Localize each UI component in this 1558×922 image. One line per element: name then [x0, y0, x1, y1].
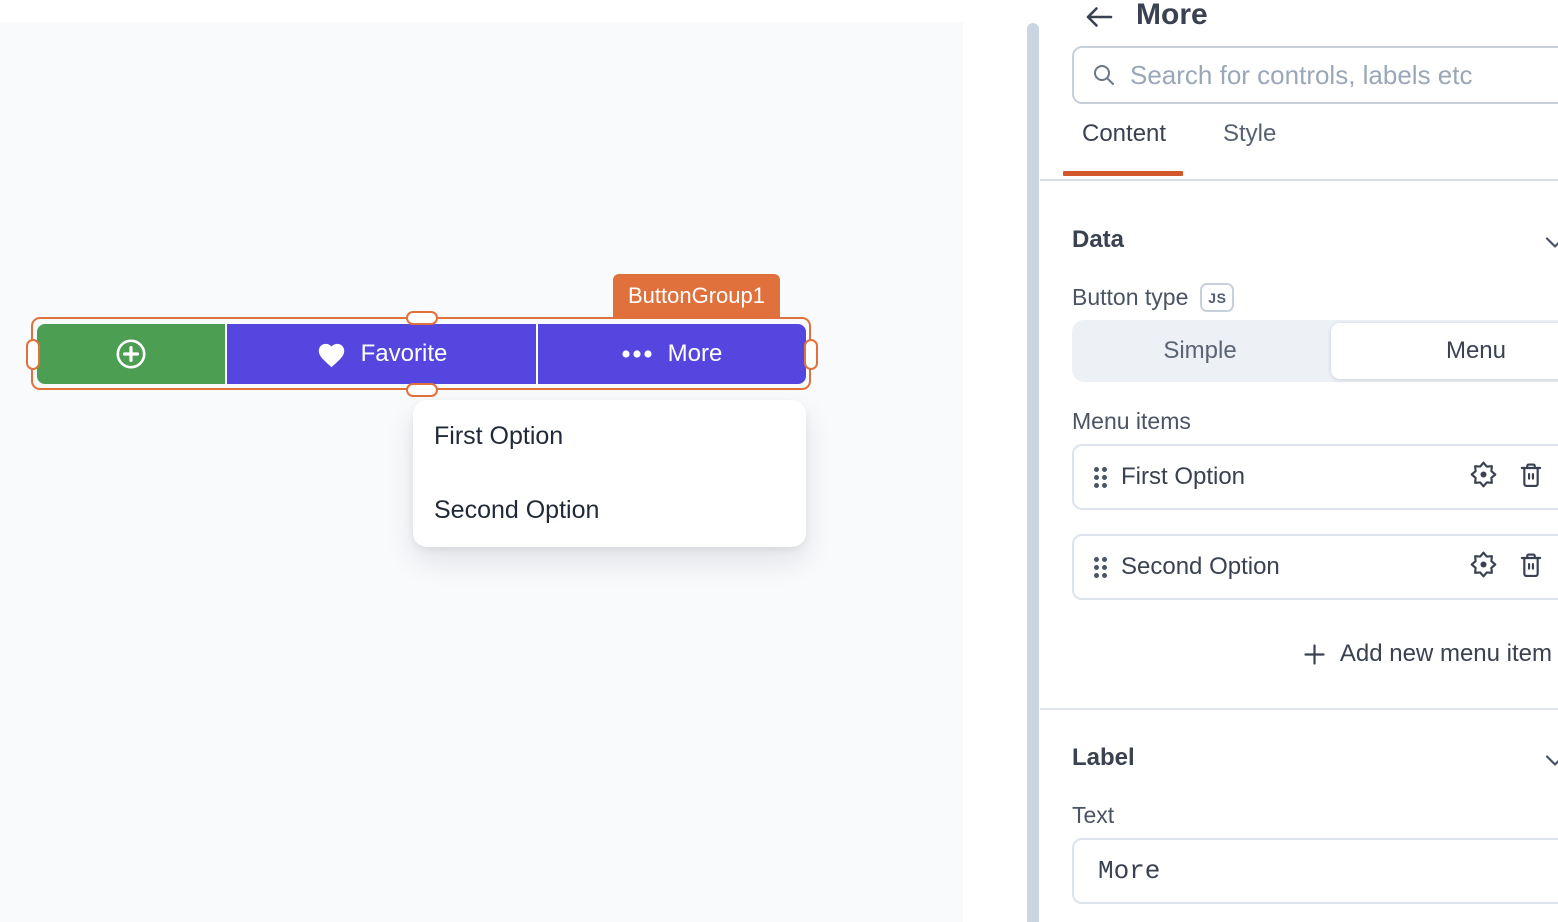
tab-content[interactable]: Content — [1082, 120, 1167, 147]
tab-style[interactable]: Style — [1223, 120, 1277, 147]
segment-simple[interactable]: Simple — [1163, 337, 1237, 364]
panel-scrollbar[interactable] — [1027, 23, 1039, 922]
add-new-menu-item-label: Add new menu item — [1339, 640, 1552, 667]
menu-items-label: Menu items — [1072, 408, 1191, 434]
dropdown-option-first[interactable]: First Option — [434, 422, 564, 451]
search-box — [1072, 46, 1558, 104]
resize-handle-bottom[interactable] — [406, 383, 438, 397]
section-divider — [1040, 708, 1558, 710]
js-toggle-badge[interactable]: JS — [1200, 283, 1235, 312]
resize-handle-right[interactable] — [804, 339, 818, 370]
text-field-label: Text — [1072, 802, 1115, 828]
menu-item-row[interactable]: Second Option — [1072, 534, 1558, 600]
chevron-down-icon[interactable] — [1543, 748, 1558, 772]
gear-icon[interactable] — [1470, 461, 1497, 493]
heart-icon — [316, 340, 347, 368]
search-input[interactable] — [1130, 59, 1558, 91]
search-icon — [1092, 63, 1116, 87]
add-new-menu-item-button[interactable]: Add new menu item — [1303, 640, 1552, 668]
panel-title: More — [1136, 0, 1208, 31]
back-button[interactable] — [1084, 5, 1114, 29]
dropdown-option-second[interactable]: Second Option — [434, 495, 600, 524]
gear-icon[interactable] — [1470, 551, 1497, 583]
resize-handle-top[interactable] — [406, 311, 438, 325]
menu-item-label: Second Option — [1121, 553, 1280, 580]
drag-handle-icon[interactable] — [1094, 556, 1107, 578]
button-label: More — [667, 340, 723, 367]
button-label: Favorite — [360, 340, 448, 367]
section-heading-label[interactable]: Label — [1072, 744, 1135, 771]
plus-circle-icon — [113, 336, 149, 372]
button-group-dropdown-menu: First Option Second Option — [413, 400, 806, 547]
property-panel: More Content Style Data Button type JS — [1040, 0, 1558, 922]
button-type-label: Button type — [1072, 284, 1189, 310]
menu-item-row[interactable]: First Option — [1072, 444, 1558, 510]
button-group-more-button[interactable]: More — [538, 324, 806, 384]
label-text-input[interactable] — [1098, 856, 1558, 886]
tabbar-border — [1040, 179, 1558, 181]
label-text-input-wrap — [1072, 838, 1558, 904]
widget-name-tag[interactable]: ButtonGroup1 — [613, 274, 780, 318]
section-heading-data[interactable]: Data — [1072, 226, 1125, 253]
button-type-row: Button type JS — [1072, 283, 1235, 312]
segment-menu-selected[interactable]: Menu — [1331, 323, 1558, 379]
drag-handle-icon[interactable] — [1094, 466, 1107, 488]
trash-icon[interactable] — [1518, 461, 1544, 494]
arrow-left-icon — [1084, 5, 1114, 29]
button-group-add-button[interactable] — [37, 324, 225, 384]
panel-header: More — [1084, 0, 1208, 32]
resize-handle-left[interactable] — [26, 339, 40, 370]
ellipsis-icon — [622, 350, 654, 358]
button-type-segmented-control: Simple Menu — [1072, 320, 1558, 382]
plus-icon — [1303, 643, 1326, 666]
chevron-down-icon[interactable] — [1543, 230, 1558, 254]
menu-item-label: First Option — [1121, 463, 1246, 490]
active-tab-indicator — [1063, 171, 1183, 176]
trash-icon[interactable] — [1518, 551, 1544, 584]
button-group-favorite-button[interactable]: Favorite — [227, 324, 536, 384]
button-group-widget: Favorite More — [37, 324, 806, 384]
